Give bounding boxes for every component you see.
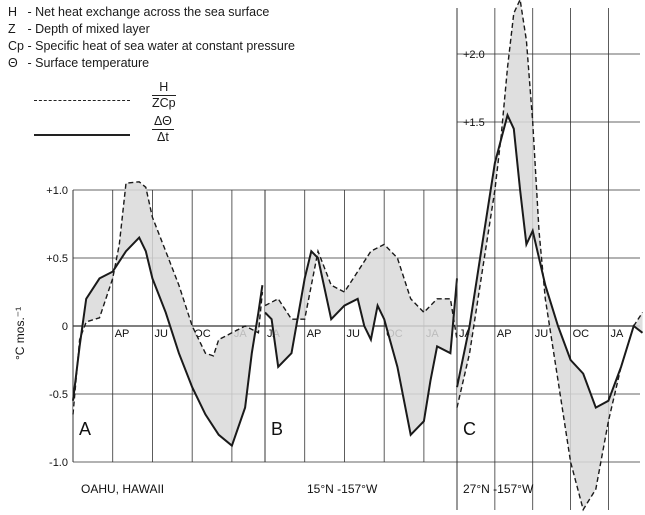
- panel-letter: A: [79, 419, 91, 439]
- panel-letter: B: [271, 419, 283, 439]
- legend-z-key: Z: [8, 22, 16, 36]
- month-tick-label: JU: [535, 328, 549, 340]
- y-tick-label: -1.0: [49, 457, 68, 469]
- difference-fill: [73, 181, 263, 446]
- legend-solid-label: ΔΘ Δt: [152, 114, 174, 145]
- legend-cp: Cp - Specific heat of sea water at const…: [8, 38, 418, 55]
- difference-fill: [265, 244, 457, 435]
- y-axis-label: °C mos.⁻¹: [13, 307, 27, 360]
- month-tick-label: JU: [346, 328, 360, 340]
- y-tick-label-c: +1.5: [463, 117, 485, 129]
- series-line-temp: [264, 249, 458, 437]
- series-line-temp: [456, 112, 644, 410]
- panel-location: 27°N -157°W: [463, 482, 534, 496]
- panel-letter: C: [463, 419, 476, 439]
- month-tick-label: OC: [573, 328, 590, 340]
- panel-location: 15°N -157°W: [307, 482, 378, 496]
- legend-theta: Θ - Surface temperature: [8, 55, 418, 72]
- legend-h: H - Net heat exchange across the sea sur…: [8, 4, 418, 21]
- y-tick-label: +0.5: [46, 253, 68, 265]
- legend-dashed-num: H: [152, 80, 176, 96]
- legend-z-text: - Depth of mixed layer: [27, 22, 150, 36]
- month-tick-label: AP: [115, 328, 130, 340]
- month-tick-label: JU: [154, 328, 168, 340]
- legend-cp-text: - Specific heat of sea water at constant…: [27, 39, 295, 53]
- legend-solid-line: [34, 134, 130, 136]
- legend-h-text: - Net heat exchange across the sea surfa…: [27, 5, 270, 19]
- legend-solid-den: Δt: [156, 130, 169, 144]
- legend-dashed-label: H ZCp: [152, 80, 176, 111]
- legend-solid-num: ΔΘ: [152, 114, 174, 130]
- month-tick-label: AP: [497, 328, 512, 340]
- y-tick-label-c: +2.0: [463, 49, 485, 61]
- series-line-heat: [72, 181, 264, 415]
- series-line-temp: [72, 235, 264, 448]
- legend-theta-key: Θ: [8, 56, 18, 70]
- month-tick-label: JA: [610, 328, 624, 340]
- panel-location: OAHU, HAWAII: [81, 482, 164, 496]
- series-line-heat: [264, 243, 458, 340]
- legend-h-key: H: [8, 5, 18, 19]
- y-tick-label: +1.0: [46, 185, 68, 197]
- legend-cp-key: Cp: [8, 39, 24, 53]
- y-tick-label: -0.5: [49, 389, 68, 401]
- legend-z: Z - Depth of mixed layer: [8, 21, 418, 38]
- month-tick-label: AP: [307, 328, 322, 340]
- y-tick-label: 0: [62, 321, 68, 333]
- legend-dashed-den: ZCp: [152, 96, 176, 110]
- legend: H - Net heat exchange across the sea sur…: [8, 4, 418, 72]
- legend-theta-text: - Surface temperature: [27, 56, 150, 70]
- legend-dashed-line: [34, 100, 130, 101]
- series-line-heat: [456, 0, 644, 512]
